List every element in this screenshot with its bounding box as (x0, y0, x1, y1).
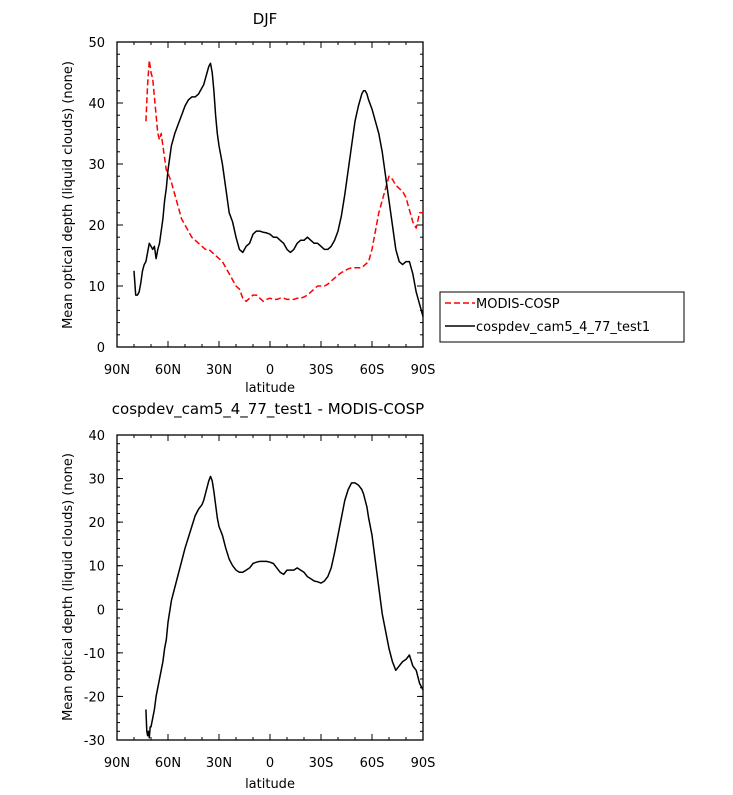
bottom-x-axis-label: latitude (245, 777, 295, 792)
bottom-chart: cospdev_cam5_4_77_test1 - MODIS-COSP 90N… (61, 400, 435, 792)
x-tick-label: 60S (360, 363, 385, 378)
y-tick-label: 40 (88, 429, 105, 444)
top-chart: DJF 90N 60N 30N 0 30S 60S 90S 0 10 20 30 40 50 latit… (61, 10, 435, 396)
legend-label-cospdev: cospdev_cam5_4_77_test1 (476, 320, 650, 335)
y-tick-label: -10 (84, 647, 105, 662)
x-tick-label: 0 (266, 756, 274, 771)
top-axis-ticks: 90N 60N 30N 0 30S 60S 90S 0 10 20 30 40 50 (88, 36, 435, 378)
bottom-plot-frame (116, 434, 424, 741)
y-tick-label: 0 (97, 341, 105, 356)
y-tick-label: -20 (84, 690, 105, 705)
legend: MODIS-COSP cospdev_cam5_4_77_test1 (439, 291, 685, 343)
y-tick-label: 10 (88, 280, 105, 295)
y-tick-label: 20 (88, 516, 105, 531)
x-tick-label: 90S (411, 756, 436, 771)
top-plot-frame (116, 41, 424, 348)
x-tick-label: 90N (104, 363, 130, 378)
top-x-axis-label: latitude (245, 381, 295, 396)
x-tick-label: 60S (360, 756, 385, 771)
x-tick-label: 90S (411, 363, 436, 378)
y-tick-label: -30 (84, 734, 105, 749)
top-y-axis-label: Mean optical depth (liquid clouds) (none… (61, 61, 76, 329)
bottom-y-axis-label: Mean optical depth (liquid clouds) (none… (61, 453, 76, 721)
bottom-axis-ticks: 90N 60N 30N 0 30S 60S 90S -30 -20 -10 0 10 20 30 40 (84, 429, 436, 771)
difference-series-line (145, 475, 424, 739)
bottom-series-layer (145, 475, 424, 739)
modis-cosp-series-line (145, 59, 423, 303)
x-tick-label: 0 (266, 363, 274, 378)
y-tick-label: 10 (88, 560, 105, 575)
legend-box (439, 291, 685, 343)
y-tick-label: 40 (88, 97, 105, 112)
y-tick-label: 30 (88, 158, 105, 173)
y-tick-label: 20 (88, 219, 105, 234)
x-tick-label: 30N (206, 756, 232, 771)
x-tick-label: 60N (155, 363, 181, 378)
x-tick-label: 60N (155, 756, 181, 771)
top-chart-title: DJF (253, 10, 278, 28)
legend-label-modis: MODIS-COSP (476, 297, 560, 312)
x-tick-label: 90N (104, 756, 130, 771)
x-tick-label: 30S (309, 363, 334, 378)
y-tick-label: 0 (97, 603, 105, 618)
y-tick-label: 30 (88, 473, 105, 488)
bottom-chart-title: cospdev_cam5_4_77_test1 - MODIS-COSP (112, 400, 424, 419)
cospdev-cam5-4-77-test1-series-line (133, 62, 424, 317)
top-series-layer (133, 59, 424, 317)
x-tick-label: 30N (206, 363, 232, 378)
x-tick-label: 30S (309, 756, 334, 771)
y-tick-label: 50 (88, 36, 105, 51)
